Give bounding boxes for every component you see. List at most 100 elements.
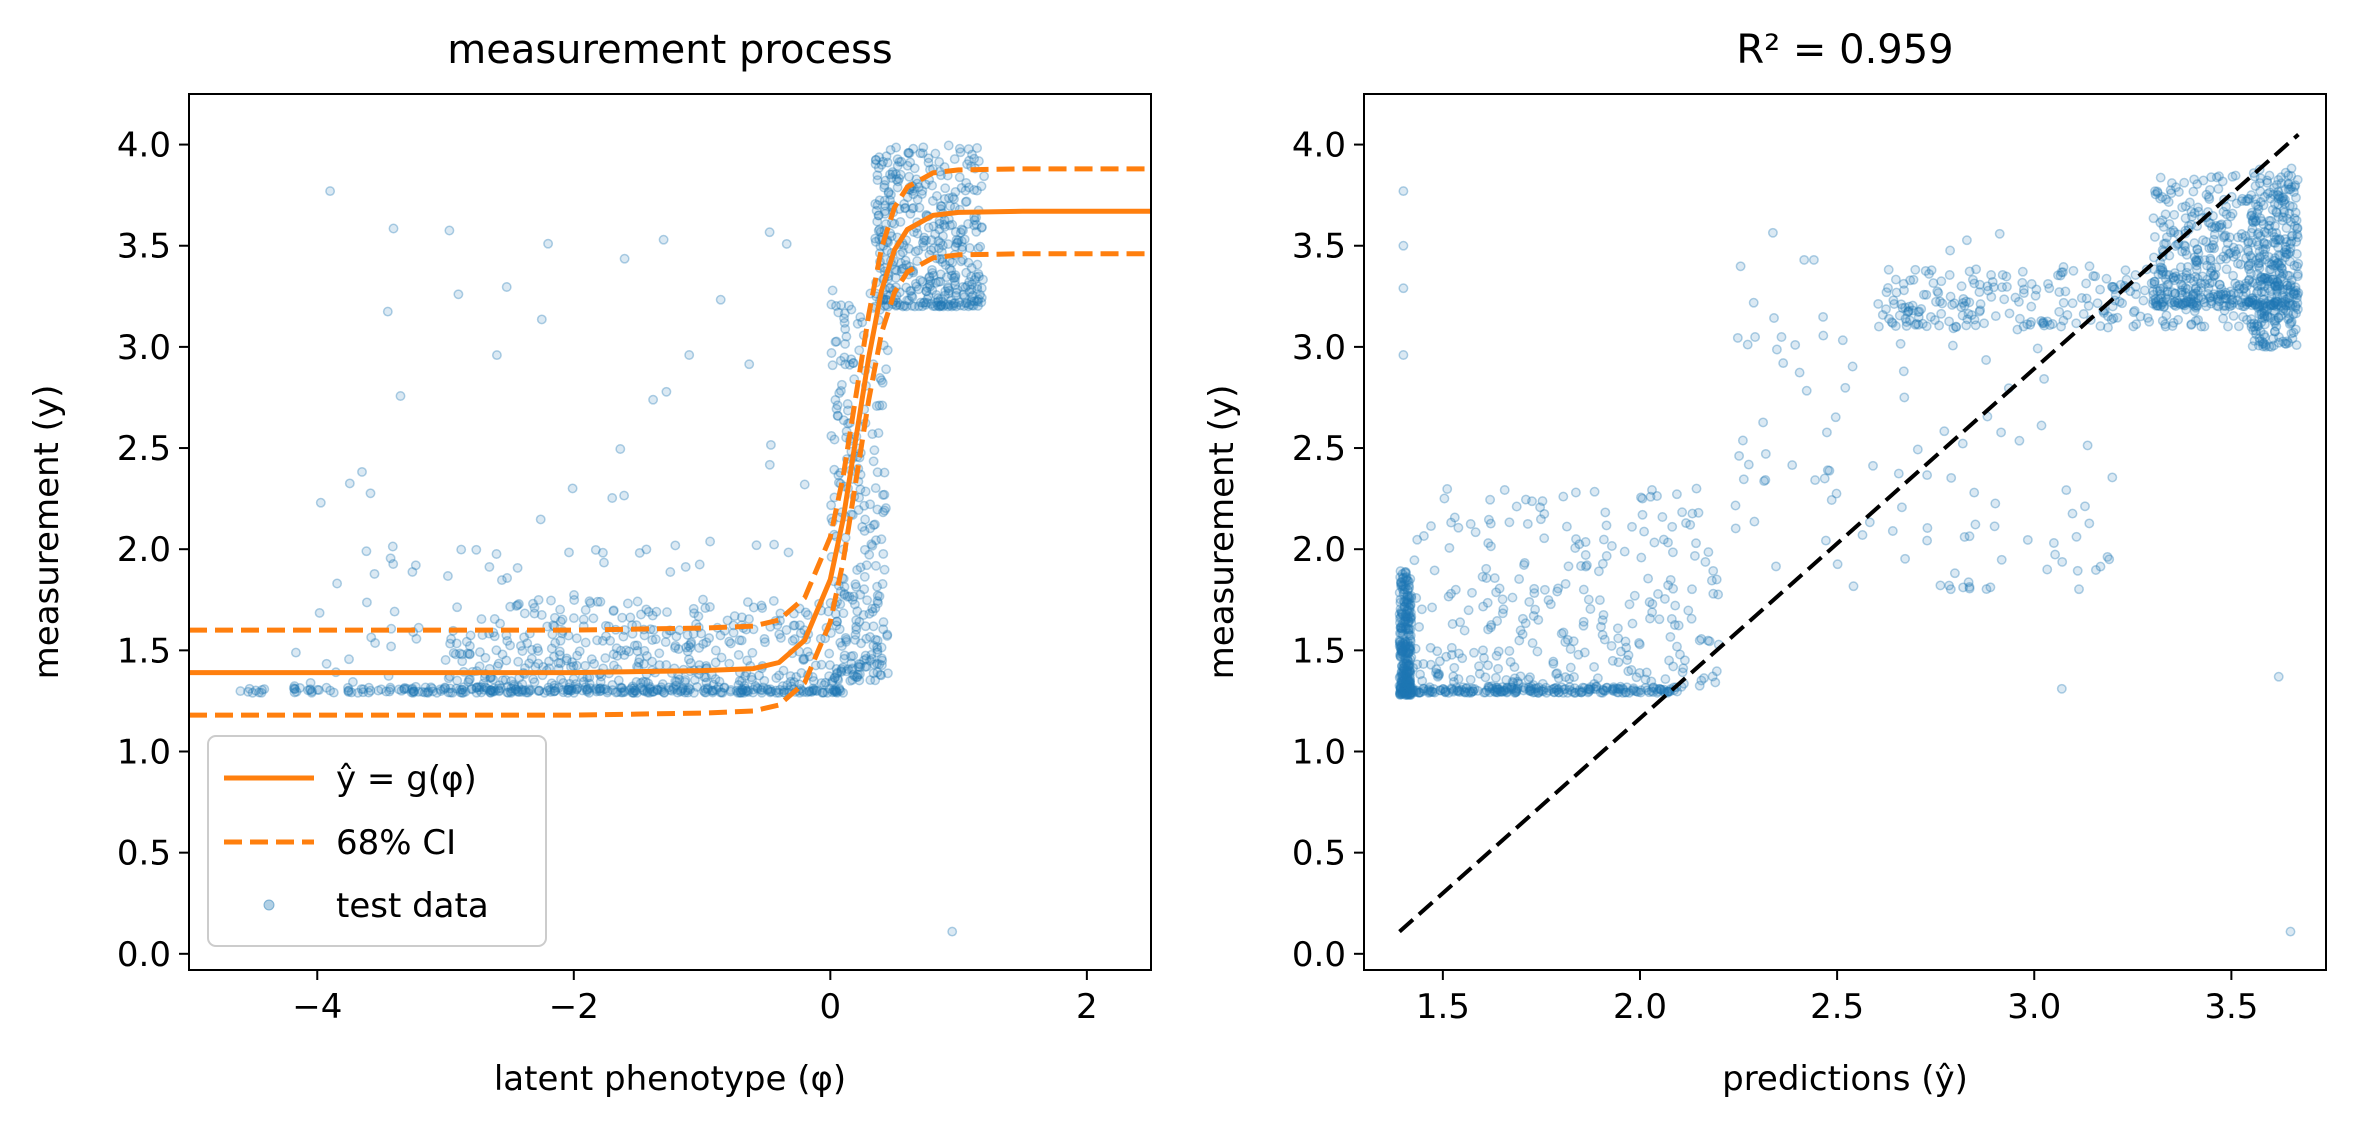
scatter-point: [503, 681, 513, 692]
scatter-point: [1470, 527, 1481, 538]
scatter-point: [1401, 598, 1412, 609]
scatter-point: [1400, 685, 1411, 696]
scatter-point: [485, 687, 496, 698]
scatter-point: [836, 666, 847, 677]
scatter-point: [1934, 320, 1945, 331]
scatter-point: [830, 336, 841, 347]
scatter-point: [546, 595, 556, 606]
scatter-point: [1622, 655, 1633, 665]
scatter-point: [969, 184, 980, 195]
scatter-point: [953, 235, 964, 246]
scatter-point: [1997, 269, 2008, 280]
scatter-point: [836, 379, 847, 390]
scatter-point: [1509, 662, 1520, 673]
scatter-point: [2271, 207, 2282, 218]
scatter-point: [1642, 685, 1653, 696]
scatter-point: [1497, 608, 1508, 619]
scatter-point: [829, 686, 840, 697]
scatter-point: [641, 604, 652, 615]
scatter-point: [2257, 274, 2268, 284]
scatter-point: [1799, 254, 1810, 265]
scatter-point: [2014, 313, 2025, 324]
scatter-point: [957, 282, 968, 292]
scatter-point: [884, 283, 895, 294]
scatter-point: [1397, 646, 1408, 657]
scatter-point: [1414, 621, 1425, 632]
scatter-point: [919, 297, 930, 308]
scatter-point: [2281, 223, 2292, 233]
scatter-point: [2164, 270, 2174, 280]
scatter-point: [1963, 308, 1974, 319]
scatter-point: [1399, 587, 1409, 597]
scatter-point: [2287, 300, 2298, 311]
scatter-point: [633, 657, 644, 668]
scatter-point: [1404, 685, 1415, 696]
scatter-point: [751, 540, 762, 551]
scatter-point: [2108, 313, 2119, 324]
scatter-point: [657, 679, 668, 690]
scatter-point: [895, 300, 905, 311]
scatter-point: [917, 301, 928, 312]
scatter-point: [1394, 688, 1405, 699]
scatter-point: [1975, 299, 1986, 310]
scatter-point: [2288, 309, 2299, 320]
scatter-point: [451, 683, 462, 694]
scatter-point: [663, 682, 674, 693]
scatter-point: [1512, 676, 1523, 687]
scatter-point: [2244, 296, 2255, 307]
scatter-point: [941, 272, 952, 283]
scatter-point: [2224, 301, 2235, 312]
scatter-point: [2158, 267, 2169, 278]
scatter-point: [1607, 685, 1618, 696]
scatter-point: [2279, 207, 2290, 218]
scatter-point: [2273, 249, 2284, 260]
y-tick-label: 2.0: [1292, 530, 1346, 570]
scatter-point: [2268, 340, 2279, 351]
scatter-point: [724, 658, 735, 669]
scatter-point: [854, 659, 864, 669]
scatter-point: [1403, 668, 1413, 679]
scatter-point: [1403, 599, 1414, 610]
scatter-point: [577, 685, 588, 696]
scatter-point: [2253, 201, 2263, 212]
scatter-point: [2155, 193, 2166, 204]
scatter-point: [1405, 689, 1416, 700]
scatter-point: [1490, 685, 1501, 695]
scatter-point: [2242, 195, 2253, 206]
scatter-point: [2237, 301, 2248, 312]
scatter-point: [546, 678, 557, 689]
scatter-point: [1400, 686, 1411, 697]
scatter-point: [347, 677, 358, 687]
scatter-point: [688, 603, 699, 614]
scatter-point: [2277, 215, 2288, 226]
scatter-point: [2159, 238, 2170, 249]
scatter-point: [1974, 279, 1985, 290]
scatter-point: [777, 681, 788, 692]
scatter-point: [876, 375, 887, 386]
scatter-point: [492, 661, 503, 672]
scatter-point: [648, 624, 659, 635]
scatter-point: [1539, 584, 1550, 595]
scatter-point: [1501, 675, 1512, 685]
scatter-point: [785, 676, 796, 687]
scatter-point: [978, 274, 988, 285]
scatter-point: [2220, 230, 2231, 241]
scatter-point: [1808, 254, 1819, 265]
scatter-point: [2039, 373, 2050, 384]
scatter-point: [857, 317, 868, 328]
scatter-point: [1397, 580, 1408, 591]
scatter-point: [2208, 291, 2219, 302]
scatter-point: [2252, 229, 2263, 240]
scatter-point: [859, 584, 870, 595]
scatter-point: [887, 167, 898, 178]
scatter-point: [2273, 259, 2284, 270]
scatter-point: [844, 591, 855, 602]
scatter-point: [1961, 320, 1972, 331]
scatter-point: [759, 675, 770, 686]
scatter-point: [2288, 187, 2299, 198]
scatter-point: [2292, 223, 2303, 234]
scatter-point: [933, 301, 944, 312]
scatter-point: [1465, 519, 1476, 529]
scatter-point: [1396, 676, 1407, 687]
scatter-point: [1405, 666, 1416, 677]
